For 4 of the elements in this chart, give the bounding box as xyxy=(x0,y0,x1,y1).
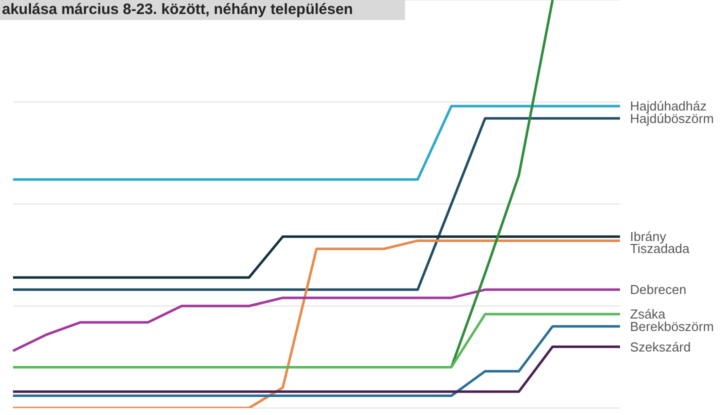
series-label: Szekszárd xyxy=(630,339,691,354)
series-label: Hajdúhadház xyxy=(630,98,707,114)
series-label: Debrecen xyxy=(630,282,686,298)
series-label: Ibrány xyxy=(630,229,667,244)
